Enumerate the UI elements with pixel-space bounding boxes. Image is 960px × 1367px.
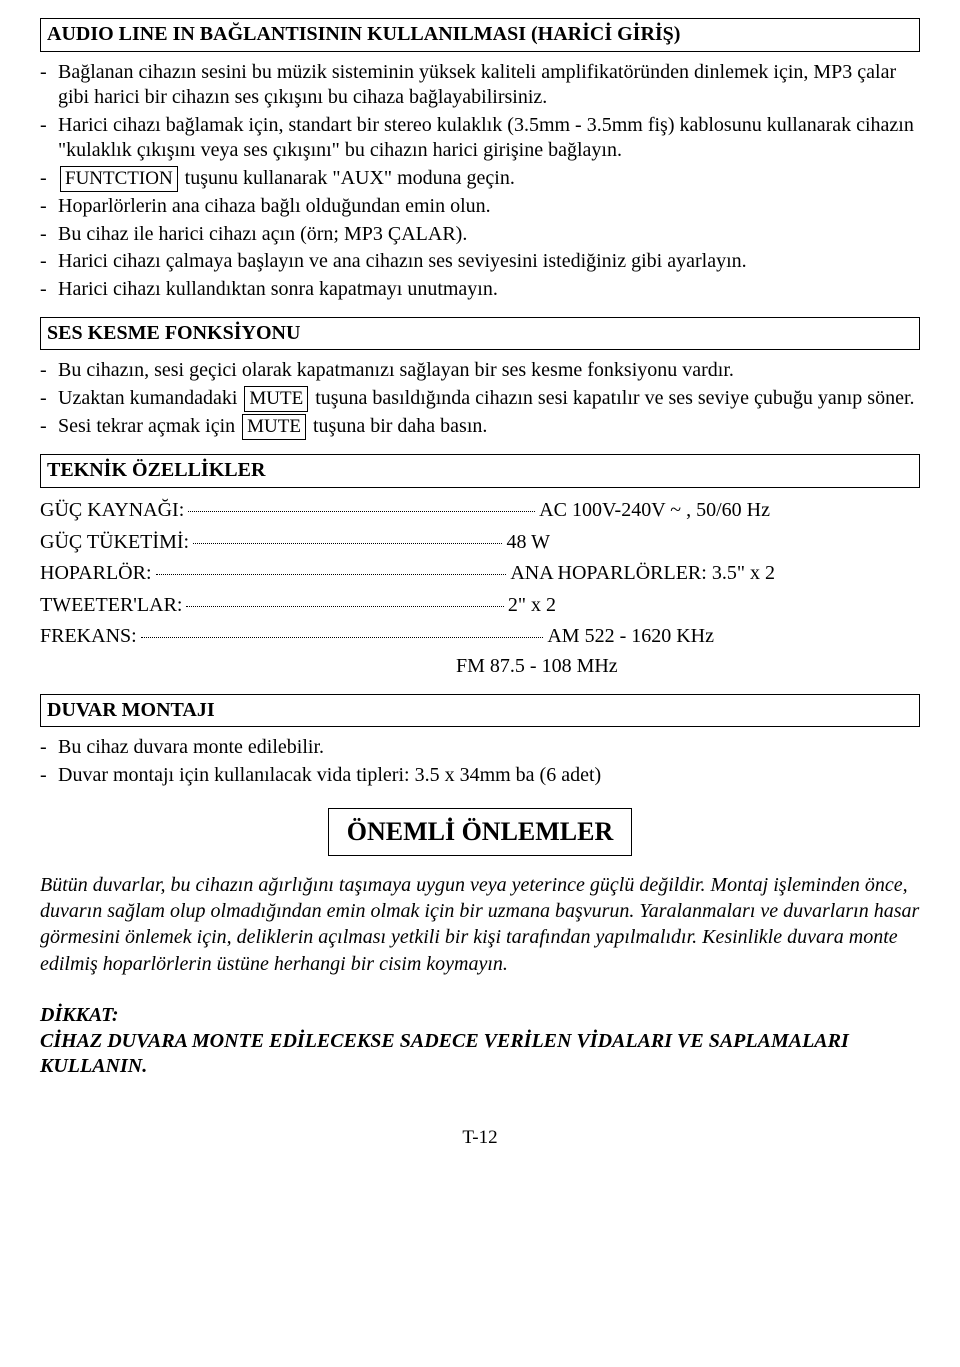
bullet-dash: - xyxy=(40,249,58,275)
bullet-item: - Duvar montajı için kullanılacak vida t… xyxy=(40,763,920,789)
spec-label: TWEETER'LAR: xyxy=(40,593,182,619)
section-header-mute: SES KESME FONKSİYONU xyxy=(40,317,920,351)
mute-pre-text: Uzaktan kumandadaki xyxy=(58,387,242,409)
spec-dots xyxy=(141,618,544,638)
warning-label: DİKKAT: xyxy=(40,1003,920,1029)
bullet-item: - Bu cihaz duvara monte edilebilir. xyxy=(40,735,920,761)
bullet-dash: - xyxy=(40,358,58,384)
bullet-text: FUNTCTION tuşunu kullanarak "AUX" moduna… xyxy=(58,166,920,192)
spec-row: GÜÇ TÜKETİMİ: 48 W xyxy=(40,528,920,556)
mute-again-post: tuşuna bir daha basın. xyxy=(308,415,487,437)
precautions-text: Bütün duvarlar, bu cihazın ağırlığını ta… xyxy=(40,872,920,978)
spec-label: GÜÇ TÜKETİMİ: xyxy=(40,530,189,556)
mute-key-box: MUTE xyxy=(242,414,306,440)
bullet-item-mute-again: - Sesi tekrar açmak için MUTE tuşuna bir… xyxy=(40,414,920,440)
bullet-text: Sesi tekrar açmak için MUTE tuşuna bir d… xyxy=(58,414,920,440)
bullet-text: Bu cihazın, sesi geçici olarak kapatmanı… xyxy=(58,358,920,384)
bullet-item: - Harici cihazı çalmaya başlayın ve ana … xyxy=(40,249,920,275)
precautions-box-wrapper: ÖNEMLİ ÖNLEMLER xyxy=(40,808,920,855)
bullet-item-function: - FUNTCTION tuşunu kullanarak "AUX" modu… xyxy=(40,166,920,192)
bullet-dash: - xyxy=(40,166,58,192)
bullet-text: Harici cihazı kullandıktan sonra kapatma… xyxy=(58,277,920,303)
spec-value: ANA HOPARLÖRLER: 3.5" x 2 xyxy=(510,561,775,587)
spec-value: AC 100V-240V ~ , 50/60 Hz xyxy=(539,498,770,524)
spec-value: 2" x 2 xyxy=(508,593,556,619)
bullet-item: - Bu cihazın, sesi geçici olarak kapatma… xyxy=(40,358,920,384)
spec-row: TWEETER'LAR: 2" x 2 xyxy=(40,591,920,619)
function-key-box: FUNTCTION xyxy=(60,166,178,192)
mute-key-box: MUTE xyxy=(244,386,308,412)
section-header-specs: TEKNİK ÖZELLİKLER xyxy=(40,454,920,488)
function-text: tuşunu kullanarak "AUX" moduna geçin. xyxy=(180,167,515,189)
spec-row: HOPARLÖR: ANA HOPARLÖRLER: 3.5" x 2 xyxy=(40,559,920,587)
bullet-item: - Harici cihazı bağlamak için, standart … xyxy=(40,113,920,164)
bullet-dash: - xyxy=(40,277,58,303)
bullet-item: - Bağlanan cihazın sesini bu müzik siste… xyxy=(40,60,920,111)
bullet-dash: - xyxy=(40,763,58,789)
bullet-dash: - xyxy=(40,60,58,111)
bullet-text: Uzaktan kumandadaki MUTE tuşuna basıldığ… xyxy=(58,386,920,412)
bullet-dash: - xyxy=(40,386,58,412)
precautions-title: ÖNEMLİ ÖNLEMLER xyxy=(328,808,633,855)
section-header-wall-mount: DUVAR MONTAJI xyxy=(40,694,920,728)
spec-row: GÜÇ KAYNAĞI: AC 100V-240V ~ , 50/60 Hz xyxy=(40,496,920,524)
bullet-dash: - xyxy=(40,194,58,220)
mute-post-text: tuşuna basıldığında cihazın sesi kapatıl… xyxy=(310,387,914,409)
bullet-item-mute: - Uzaktan kumandadaki MUTE tuşuna basıld… xyxy=(40,386,920,412)
warning-text: CİHAZ DUVARA MONTE EDİLECEKSE SADECE VER… xyxy=(40,1029,920,1080)
bullet-dash: - xyxy=(40,113,58,164)
bullet-text: Bu cihaz duvara monte edilebilir. xyxy=(58,735,920,761)
spec-extra-line: FM 87.5 - 108 MHz xyxy=(40,654,920,680)
bullet-item: - Hoparlörlerin ana cihaza bağlı olduğun… xyxy=(40,194,920,220)
spec-label: HOPARLÖR: xyxy=(40,561,152,587)
section-header-audio-line-in: AUDIO LINE IN BAĞLANTISININ KULLANILMASI… xyxy=(40,18,920,52)
bullet-item: - Bu cihaz ile harici cihazı açın (örn; … xyxy=(40,222,920,248)
bullet-dash: - xyxy=(40,414,58,440)
warning-block: DİKKAT: CİHAZ DUVARA MONTE EDİLECEKSE SA… xyxy=(40,1003,920,1080)
bullet-text: Harici cihazı çalmaya başlayın ve ana ci… xyxy=(58,249,920,275)
bullet-text: Duvar montajı için kullanılacak vida tip… xyxy=(58,763,920,789)
spec-value: 48 W xyxy=(506,530,550,556)
mute-again-pre: Sesi tekrar açmak için xyxy=(58,415,240,437)
bullet-dash: - xyxy=(40,735,58,761)
spec-label: GÜÇ KAYNAĞI: xyxy=(40,498,184,524)
bullet-dash: - xyxy=(40,222,58,248)
spec-dots xyxy=(156,555,507,575)
bullet-text: Bağlanan cihazın sesini bu müzik sistemi… xyxy=(58,60,920,111)
spec-dots xyxy=(188,492,535,512)
page-number: T-12 xyxy=(40,1126,920,1150)
bullet-text: Hoparlörlerin ana cihaza bağlı olduğunda… xyxy=(58,194,920,220)
spec-dots xyxy=(186,587,503,607)
spec-dots xyxy=(193,524,502,544)
spec-value: AM 522 - 1620 KHz xyxy=(547,624,714,650)
bullet-item: - Harici cihazı kullandıktan sonra kapat… xyxy=(40,277,920,303)
spec-label: FREKANS: xyxy=(40,624,137,650)
bullet-text: Harici cihazı bağlamak için, standart bi… xyxy=(58,113,920,164)
bullet-text: Bu cihaz ile harici cihazı açın (örn; MP… xyxy=(58,222,920,248)
spec-row: FREKANS: AM 522 - 1620 KHz xyxy=(40,622,920,650)
